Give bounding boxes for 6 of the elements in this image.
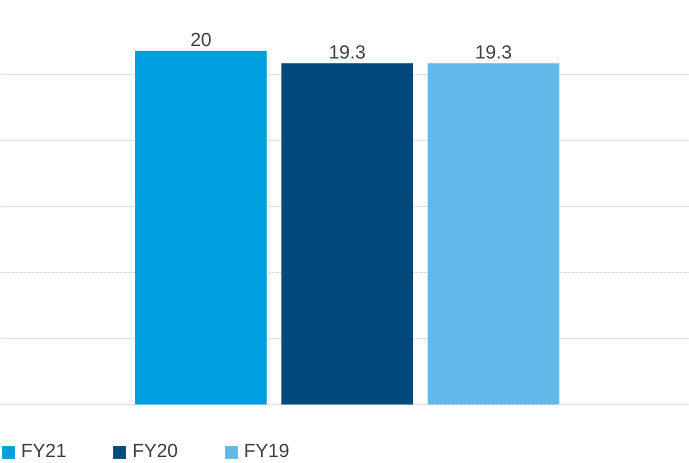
data-label: 20 xyxy=(190,30,212,51)
legend-label: FY20 xyxy=(132,441,178,463)
data-label: 19.3 xyxy=(328,42,366,64)
legend-label: FY21 xyxy=(21,441,66,463)
data-label: 19.3 xyxy=(474,42,512,64)
legend-label: FY19 xyxy=(244,441,290,463)
